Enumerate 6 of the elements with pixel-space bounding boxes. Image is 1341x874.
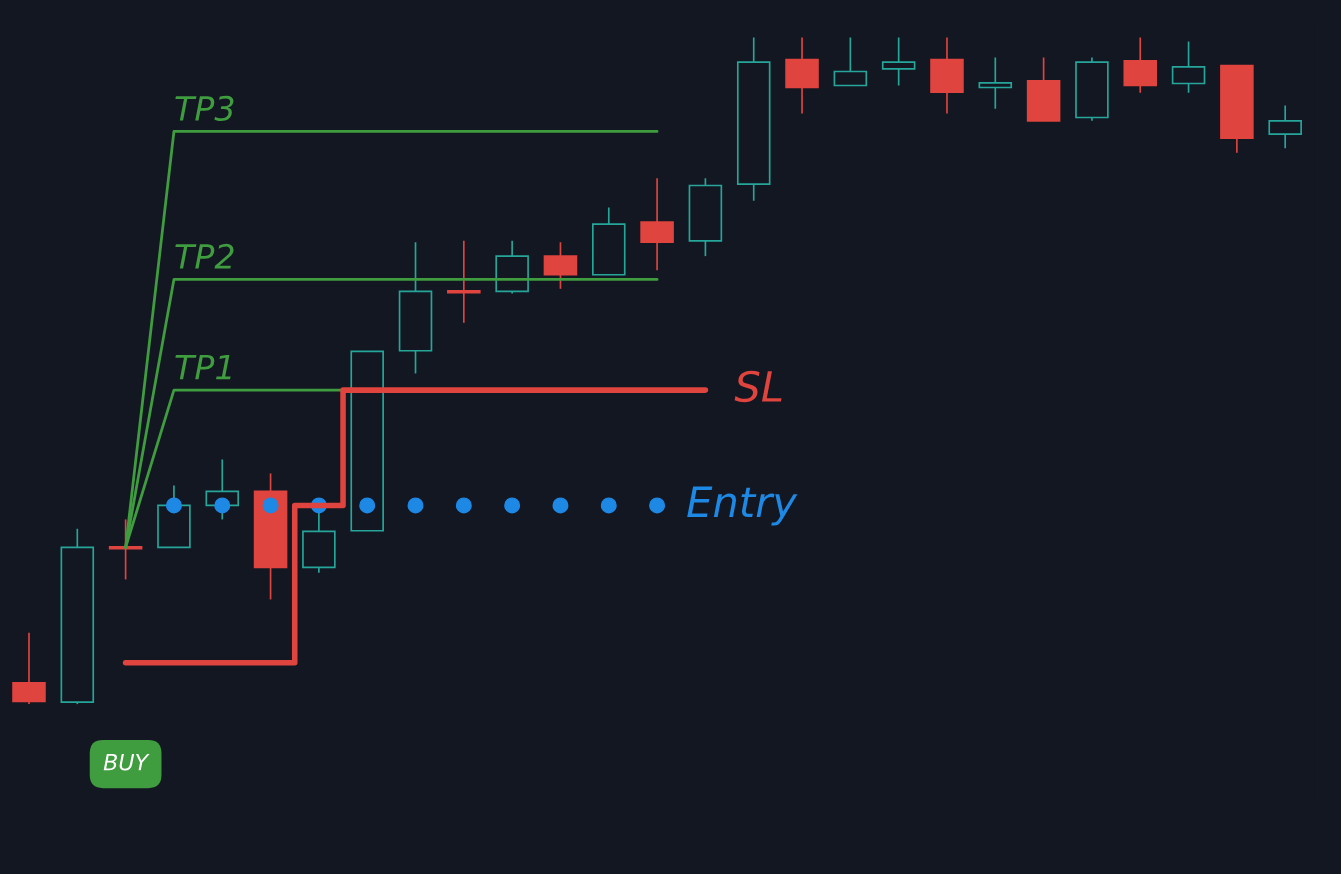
series-label: Entry [687, 486, 798, 526]
text: BUY [103, 754, 150, 771]
series-label: TP1 [175, 354, 231, 380]
series-label: TP3 [175, 95, 234, 122]
series-label: SL [734, 370, 782, 403]
series-label: TP2 [175, 243, 234, 269]
